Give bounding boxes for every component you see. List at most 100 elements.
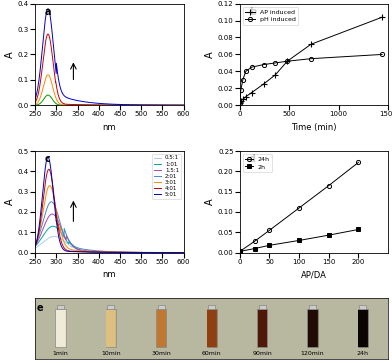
Bar [358, 309, 368, 347]
0.5:1 [48, 235, 53, 240]
3:01 [181, 250, 186, 255]
pH induced [273, 61, 278, 65]
Text: 1min: 1min [53, 351, 68, 356]
Bar [56, 310, 65, 347]
2h [297, 238, 301, 242]
3:01 [151, 250, 156, 255]
4:01 [151, 250, 156, 255]
Line: 5:01: 5:01 [35, 157, 183, 253]
Bar [158, 305, 165, 309]
1:01 [135, 250, 140, 255]
3:01 [149, 250, 153, 255]
3:01 [33, 244, 38, 248]
pH induced [243, 69, 248, 74]
Text: 60min: 60min [202, 351, 221, 356]
24h [238, 249, 242, 254]
4:01 [181, 250, 186, 255]
AP induced [309, 42, 313, 46]
24h [356, 160, 361, 164]
Text: c: c [44, 154, 50, 164]
pH induced [249, 65, 254, 69]
AP induced [243, 95, 248, 99]
Bar [157, 310, 166, 347]
Line: 2h: 2h [238, 227, 361, 253]
0.5:1 [135, 250, 140, 255]
Legend: AP induced, pH induced: AP induced, pH induced [243, 7, 298, 25]
Text: 90min: 90min [252, 351, 272, 356]
Bar [207, 309, 217, 347]
5:01 [33, 244, 38, 248]
5:01 [93, 250, 98, 254]
Line: 24h: 24h [238, 160, 361, 253]
Y-axis label: A: A [205, 51, 215, 58]
2:01 [98, 249, 103, 253]
4:01 [33, 244, 38, 249]
AP induced [380, 15, 385, 19]
1:01 [93, 250, 98, 254]
0.5:1 [181, 250, 186, 255]
Bar [358, 310, 367, 347]
Y-axis label: A: A [5, 199, 15, 205]
Bar [208, 305, 215, 309]
Bar [57, 305, 64, 309]
Line: 1:01: 1:01 [35, 226, 183, 253]
Y-axis label: A: A [5, 51, 15, 58]
pH induced [380, 52, 385, 57]
Line: pH induced: pH induced [238, 52, 384, 105]
X-axis label: nm: nm [103, 123, 116, 132]
Bar [309, 305, 316, 309]
1.5:1 [98, 249, 103, 254]
0.5:1 [52, 234, 56, 238]
Bar [107, 305, 114, 309]
Line: 2:01: 2:01 [35, 202, 183, 253]
AP induced [249, 90, 254, 95]
5:01 [98, 250, 103, 254]
2:01 [93, 249, 98, 253]
1.5:1 [48, 213, 53, 217]
Bar [257, 309, 267, 347]
Text: a: a [44, 7, 51, 17]
2h [267, 243, 272, 248]
Legend: 24h, 2h: 24h, 2h [243, 154, 272, 172]
1.5:1 [149, 250, 153, 255]
Bar [307, 309, 318, 347]
Bar [55, 309, 65, 347]
pH induced [309, 57, 313, 61]
5:01 [46, 155, 51, 159]
4:01 [46, 167, 51, 171]
1.5:1 [151, 250, 156, 255]
4:01 [135, 250, 140, 255]
4:01 [93, 250, 98, 254]
5:01 [135, 250, 140, 255]
Bar [207, 310, 216, 347]
Line: AP induced: AP induced [237, 15, 385, 106]
Bar [258, 310, 267, 347]
3:01 [135, 250, 140, 254]
Text: 120min: 120min [301, 351, 324, 356]
Bar [359, 305, 367, 309]
0.5:1 [151, 250, 156, 255]
4:01 [149, 250, 153, 255]
4:01 [48, 171, 53, 175]
2h [252, 246, 257, 251]
1:01 [151, 250, 156, 255]
AP induced [261, 82, 266, 86]
AP induced [285, 59, 290, 64]
X-axis label: Time (min): Time (min) [291, 123, 337, 132]
0.5:1 [149, 250, 153, 255]
AP induced [273, 73, 278, 77]
1:01 [51, 224, 55, 228]
pH induced [261, 62, 266, 67]
0.5:1 [93, 250, 98, 254]
1.5:1 [50, 212, 54, 216]
Text: 30min: 30min [151, 351, 171, 356]
2:01 [181, 250, 186, 255]
2:01 [49, 200, 54, 204]
1.5:1 [181, 250, 186, 255]
Y-axis label: A: A [205, 199, 215, 205]
AP induced [238, 101, 242, 105]
1.5:1 [135, 250, 140, 254]
4:01 [98, 250, 103, 254]
2h [356, 227, 361, 232]
pH induced [240, 78, 245, 82]
